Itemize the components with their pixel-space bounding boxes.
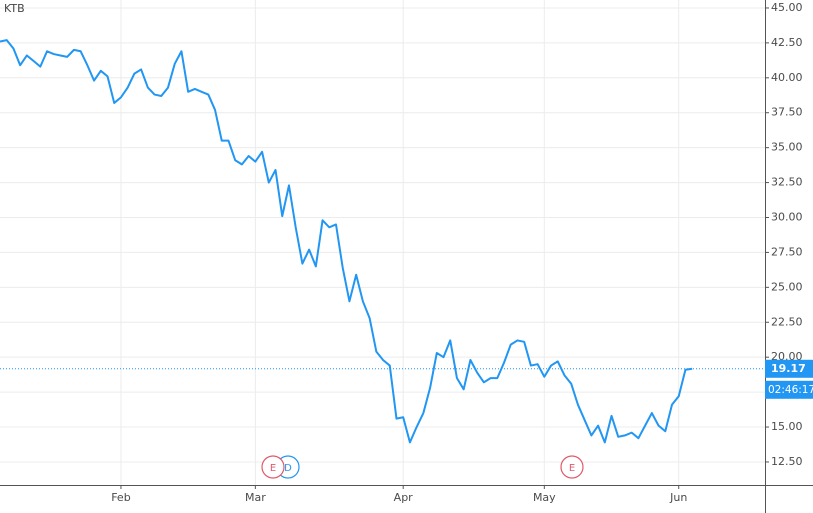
y-tick-label: 35.00 bbox=[771, 141, 803, 154]
y-tick-label: 40.00 bbox=[771, 71, 803, 84]
x-tick-label: May bbox=[533, 491, 556, 504]
y-tick-label: 42.50 bbox=[771, 36, 803, 49]
x-tick-label: Apr bbox=[394, 491, 414, 504]
last-price-label: 19.17 bbox=[771, 362, 806, 375]
event-label: E bbox=[270, 463, 276, 474]
price-line bbox=[0, 39, 693, 444]
x-tick-label: Mar bbox=[245, 491, 266, 504]
event-marker bbox=[261, 455, 285, 479]
event-label: E bbox=[569, 463, 575, 474]
countdown-label: 02:46:17 bbox=[768, 384, 813, 396]
x-tick-label: Jun bbox=[669, 491, 687, 504]
chart-title: KTB bbox=[4, 2, 25, 15]
last-price-box bbox=[765, 359, 813, 378]
countdown-box bbox=[765, 380, 813, 399]
y-tick-label: 45.00 bbox=[771, 1, 803, 14]
y-tick-label: 32.50 bbox=[771, 176, 803, 189]
y-tick-label: 12.50 bbox=[771, 455, 803, 468]
event-label: D bbox=[284, 463, 292, 474]
grid bbox=[0, 0, 765, 485]
y-tick-label: 30.00 bbox=[771, 210, 803, 223]
y-tick-label: 27.50 bbox=[771, 245, 803, 258]
y-tick-label: 37.50 bbox=[771, 106, 803, 119]
y-tick-label: 22.50 bbox=[771, 315, 803, 328]
event-marker bbox=[560, 455, 584, 479]
y-tick-label: 25.00 bbox=[771, 280, 803, 293]
plot bbox=[0, 39, 765, 444]
y-tick-label: 15.00 bbox=[771, 420, 803, 433]
x-tick-label: Feb bbox=[111, 491, 130, 504]
